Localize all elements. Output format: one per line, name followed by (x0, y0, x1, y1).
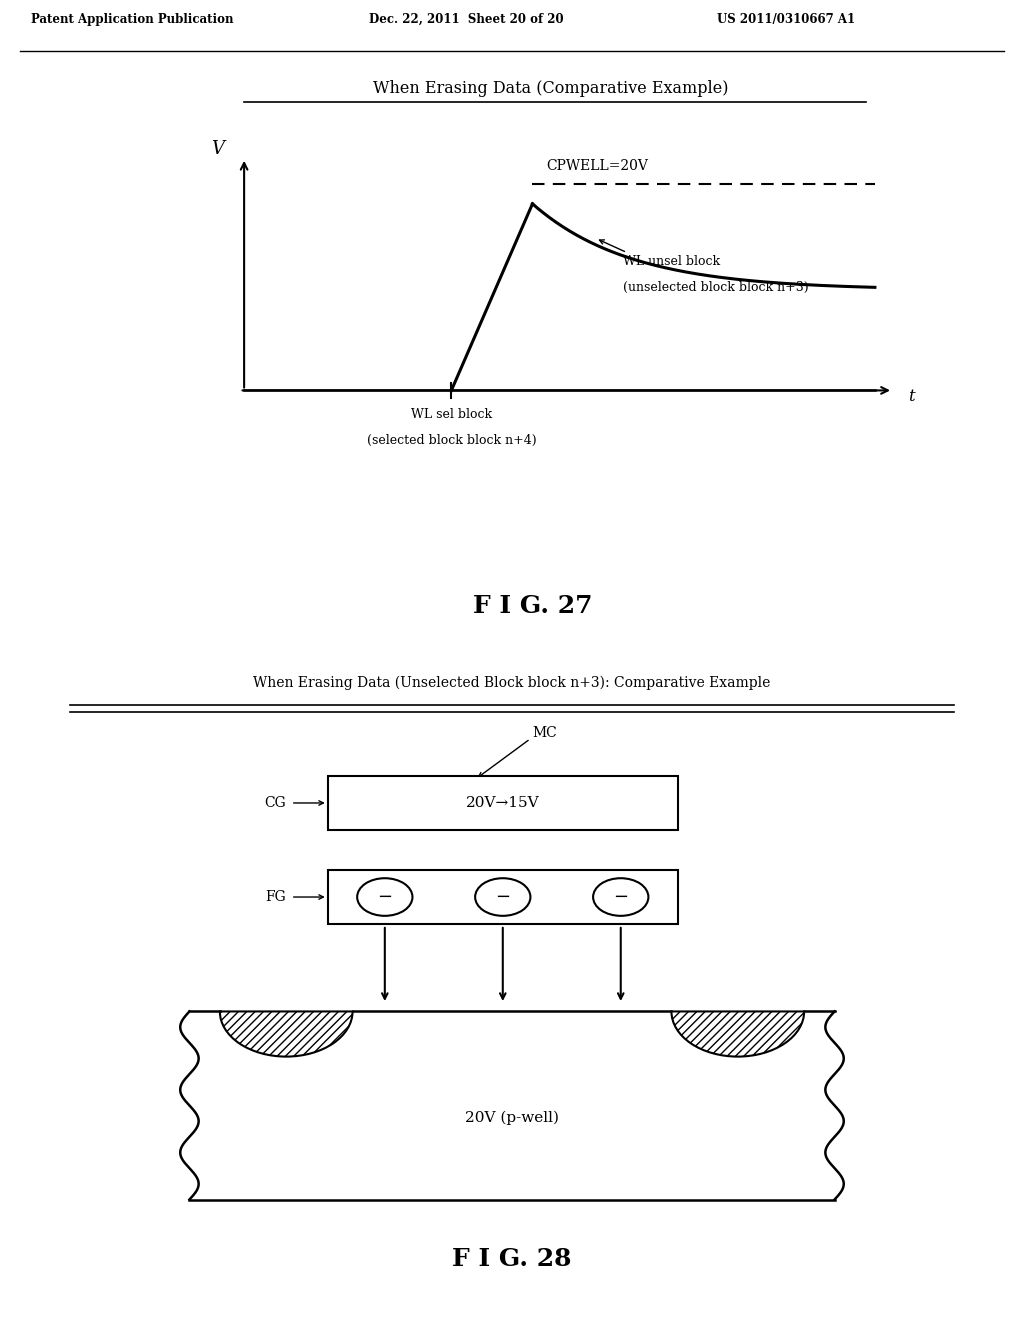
Text: Dec. 22, 2011  Sheet 20 of 20: Dec. 22, 2011 Sheet 20 of 20 (369, 13, 563, 26)
Text: (selected block block n+4): (selected block block n+4) (367, 433, 537, 446)
Text: Patent Application Publication: Patent Application Publication (31, 13, 233, 26)
Text: t: t (907, 388, 914, 405)
Text: −: − (377, 888, 392, 906)
Text: When Erasing Data (Unselected Block block n+3): Comparative Example: When Erasing Data (Unselected Block bloc… (253, 676, 771, 690)
Text: US 2011/0310667 A1: US 2011/0310667 A1 (717, 13, 855, 26)
Text: F I G. 27: F I G. 27 (473, 594, 592, 618)
Text: V: V (211, 140, 223, 158)
Text: (unselected block block n+3): (unselected block block n+3) (623, 281, 808, 294)
FancyBboxPatch shape (328, 870, 678, 924)
Text: 20V (p-well): 20V (p-well) (465, 1111, 559, 1125)
Text: CPWELL=20V: CPWELL=20V (546, 160, 648, 173)
FancyBboxPatch shape (328, 776, 678, 830)
Wedge shape (672, 1011, 804, 1056)
Text: −: − (496, 888, 510, 906)
Text: 20V→15V: 20V→15V (466, 796, 540, 810)
Wedge shape (220, 1011, 352, 1056)
Text: F I G. 28: F I G. 28 (453, 1247, 571, 1271)
Text: WL sel block: WL sel block (411, 408, 492, 421)
Text: WL unsel block: WL unsel block (623, 256, 720, 268)
Text: CG: CG (264, 796, 287, 810)
Text: When Erasing Data (Comparative Example): When Erasing Data (Comparative Example) (373, 81, 728, 98)
Text: FG: FG (265, 890, 287, 904)
Text: −: − (613, 888, 629, 906)
Text: MC: MC (531, 726, 557, 741)
